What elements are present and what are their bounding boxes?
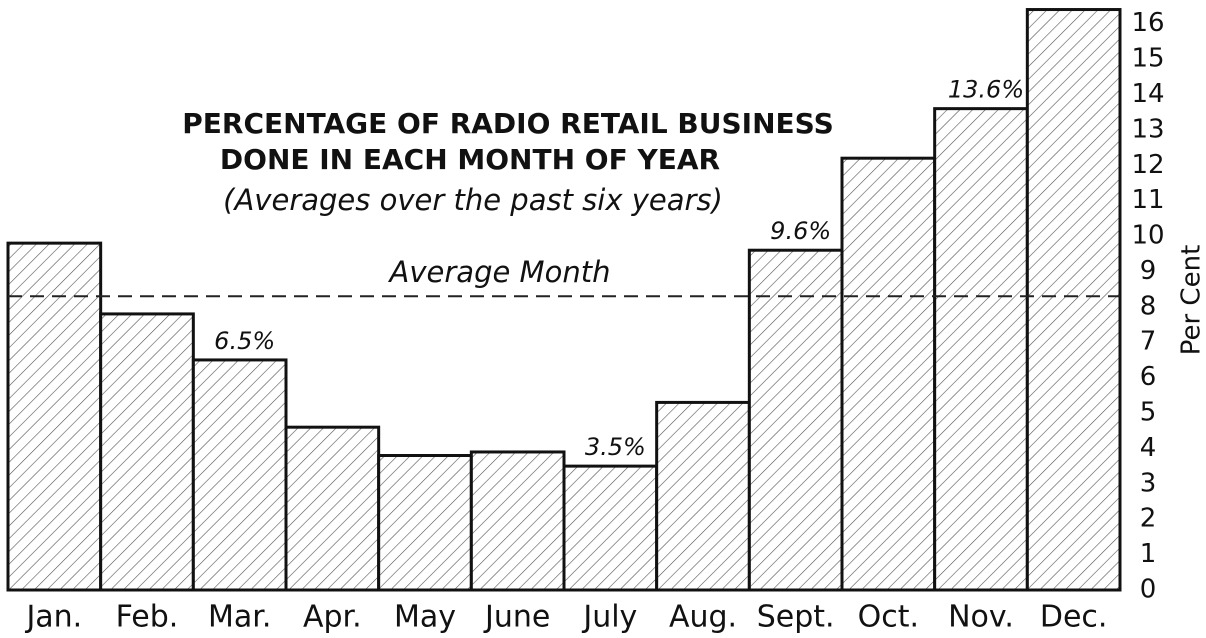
x-tick-label: Feb.: [116, 600, 179, 635]
y-tick-label: 11: [1131, 185, 1164, 215]
y-tick-label: 8: [1140, 291, 1157, 321]
y-tick-label: 9: [1140, 256, 1157, 286]
x-tick-label: Nov.: [948, 600, 1014, 635]
x-tick-label: Apr.: [303, 600, 362, 635]
y-tick-label: 10: [1131, 221, 1164, 251]
x-tick-label: Sept.: [757, 600, 835, 635]
x-tick-label: May: [394, 600, 456, 635]
y-tick-label: 7: [1140, 327, 1157, 357]
x-tick-label: Aug.: [669, 600, 737, 635]
y-tick-label: 1: [1140, 539, 1157, 569]
y-tick-label: 5: [1140, 398, 1157, 428]
bar: [655, 400, 751, 592]
y-tick-label: 14: [1131, 79, 1164, 109]
data-label: 6.5%: [214, 327, 275, 355]
bar: [99, 312, 195, 592]
bar: [6, 241, 103, 592]
x-tick-label: Dec.: [1040, 600, 1108, 635]
bar: [933, 107, 1029, 592]
bar: [747, 248, 844, 592]
x-tick-label: June: [483, 600, 550, 635]
x-tick-label: Jan.: [24, 600, 82, 635]
x-tick-label: July: [581, 600, 637, 635]
chart-subtitle: DONE IN EACH MONTH OF YEAR: [220, 143, 720, 176]
y-tick-label: 12: [1131, 150, 1164, 180]
y-tick-label: 4: [1140, 433, 1157, 463]
y-tick-label: 2: [1140, 504, 1157, 534]
y-axis-label: Per Cent: [1177, 245, 1206, 356]
y-tick-label: 0: [1140, 575, 1157, 605]
bar: [562, 464, 659, 592]
chart-note: (Averages over the past six years): [223, 183, 723, 217]
bar: [191, 358, 288, 592]
x-tick-label: Oct.: [858, 600, 919, 635]
y-tick-label: 3: [1140, 468, 1157, 498]
y-tick-label: 16: [1131, 8, 1164, 38]
x-tick-label: Mar.: [208, 600, 271, 635]
y-tick-label: 13: [1131, 114, 1164, 144]
y-tick-label: 15: [1131, 44, 1164, 74]
chart-title: PERCENTAGE OF RADIO RETAIL BUSINESS: [182, 107, 833, 140]
data-label: 9.6%: [770, 217, 831, 245]
bar: [469, 450, 566, 592]
bar: [1025, 8, 1122, 592]
bar: [284, 425, 381, 592]
y-tick-label: 6: [1140, 362, 1157, 392]
data-label: 13.6%: [948, 76, 1024, 104]
data-label: 3.5%: [585, 433, 646, 461]
reference-label: Average Month: [388, 255, 611, 289]
bar: [840, 156, 937, 592]
bar: [377, 454, 473, 592]
